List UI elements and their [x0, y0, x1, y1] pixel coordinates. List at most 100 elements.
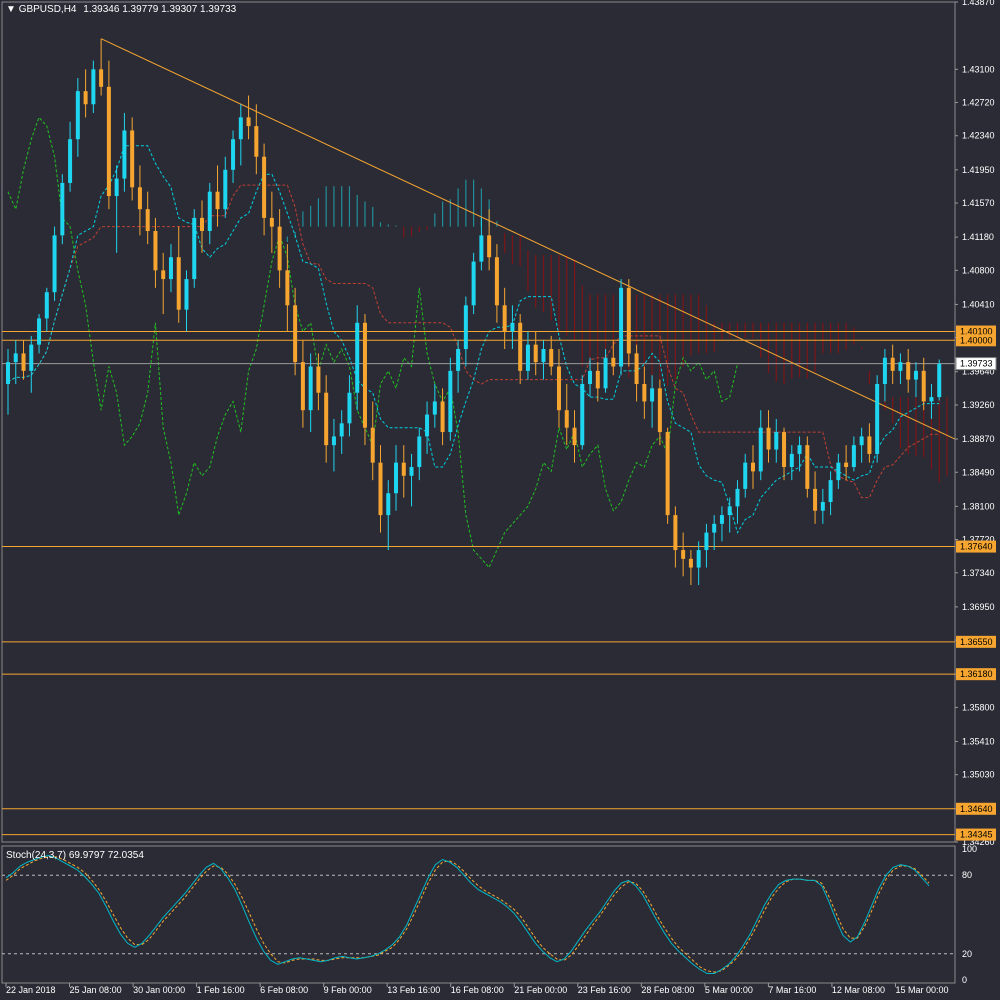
candle-body	[898, 362, 903, 371]
price-level-tag	[956, 802, 996, 815]
candle-body	[688, 558, 693, 568]
price-level-tag-label: 1.40000	[960, 335, 993, 345]
candle-body	[6, 362, 10, 384]
price-axis-tick-label: 1.37340	[962, 568, 995, 578]
candle-body	[937, 363, 942, 398]
candle-body	[386, 493, 391, 516]
trendline	[100, 38, 956, 440]
candle-body	[556, 366, 561, 411]
candle-body	[913, 370, 918, 380]
candle-body	[370, 427, 375, 463]
candle-body	[588, 370, 593, 384]
candle-body	[347, 392, 352, 424]
candle-body	[704, 532, 709, 551]
time-axis-tick-label: 13 Feb 16:00	[387, 985, 440, 995]
candle-body	[355, 322, 360, 393]
price-axis-tick-label: 1.35410	[962, 736, 995, 746]
dropdown-triangle-icon[interactable]: ▼	[6, 4, 16, 15]
candle-body	[518, 322, 523, 371]
time-axis-tick-label: 22 Jan 2018	[6, 985, 56, 995]
candle-body	[316, 366, 321, 393]
candle-body	[114, 178, 119, 197]
candle-body	[145, 209, 150, 232]
stoch-axis-tick-label: 20	[962, 949, 972, 959]
chart-header[interactable]: ▼ GBPUSD,H4 1.39346 1.39779 1.39307 1.39…	[6, 4, 236, 15]
candle-body	[21, 353, 26, 371]
candle-body	[479, 235, 484, 262]
candle-body	[13, 353, 18, 363]
price-level-tag-label: 1.36180	[960, 669, 993, 679]
candle-body	[60, 182, 65, 236]
stoch-axis-tick-label: 80	[962, 870, 972, 880]
candle-body	[153, 231, 158, 271]
price-axis-tick-label: 1.35800	[962, 702, 995, 712]
candle-body	[719, 515, 724, 524]
price-axis-tick-label: 1.34260	[962, 837, 995, 847]
price-level-tag	[956, 334, 996, 347]
candle-body	[246, 117, 251, 127]
candle-body	[99, 69, 104, 87]
candle-body	[200, 217, 205, 232]
candle-body	[603, 357, 608, 389]
candle-body	[106, 86, 111, 197]
candle-body	[921, 370, 926, 402]
time-axis-tick-label: 7 Mar 16:00	[768, 985, 816, 995]
price-axis-tick-label: 1.38490	[962, 467, 995, 477]
candle-body	[463, 305, 468, 350]
candle-body	[805, 445, 810, 489]
time-axis-tick-label: 28 Feb 08:00	[641, 985, 694, 995]
price-panel-frame	[1, 1, 956, 843]
stoch-signal-line	[5, 856, 930, 973]
time-axis-tick-label: 15 Mar 00:00	[895, 985, 948, 995]
time-axis-tick-label: 6 Feb 08:00	[260, 985, 308, 995]
candle-body	[665, 432, 670, 516]
candle-body	[168, 257, 173, 280]
candle-body	[743, 462, 748, 489]
stoch-label: Stoch(24,3,7) 69.9797 72.0354	[6, 850, 144, 861]
price-axis-tick-label: 1.43870	[962, 0, 995, 7]
candle-body	[929, 397, 934, 402]
candle-body	[595, 370, 600, 389]
stoch-panel-frame	[1, 845, 956, 984]
candle-body	[510, 322, 515, 332]
price-axis-tick-label: 1.39640	[962, 367, 995, 377]
candle-body	[681, 550, 686, 559]
candle-body	[269, 217, 274, 227]
candle-body	[471, 261, 476, 306]
candle-body	[634, 353, 639, 384]
price-axis-tick-label: 1.43100	[962, 64, 995, 74]
candle-body	[782, 432, 787, 468]
time-axis-tick-label: 30 Jan 00:00	[133, 985, 185, 995]
candle-body	[130, 130, 135, 188]
candle-body	[836, 462, 841, 481]
candle-body	[137, 187, 142, 210]
stoch-main-line	[5, 854, 930, 974]
time-axis-tick-label: 21 Feb 00:00	[514, 985, 567, 995]
candle-body	[339, 423, 344, 437]
candle-body	[207, 191, 212, 232]
candle-body	[906, 362, 911, 380]
candle-body	[657, 388, 662, 433]
ohlc-readout: 1.39346 1.39779 1.39307 1.39733	[83, 4, 237, 15]
candle-body	[277, 226, 282, 271]
candle-body	[875, 383, 880, 454]
stoch-axis-tick-label: 100	[962, 844, 977, 854]
candle-body	[223, 169, 228, 210]
current-price-tag	[955, 357, 997, 371]
candle-body	[440, 401, 445, 433]
time-axis-tick-label: 1 Feb 16:00	[197, 985, 245, 995]
candle-body	[254, 126, 259, 157]
candle-body	[727, 506, 732, 516]
time-axis-tick-label: 9 Feb 00:00	[324, 985, 372, 995]
time-axis-tick-label: 16 Feb 08:00	[451, 985, 504, 995]
candle-body	[37, 318, 42, 345]
candle-body	[789, 453, 794, 468]
candle-body	[712, 523, 717, 533]
price-axis-tick-label: 1.41570	[962, 198, 995, 208]
candle-body	[293, 305, 298, 363]
candle-body	[758, 427, 763, 472]
candle-body	[611, 357, 616, 367]
candle-body	[882, 357, 887, 384]
stoch-axis-tick-label: 0	[962, 975, 967, 985]
